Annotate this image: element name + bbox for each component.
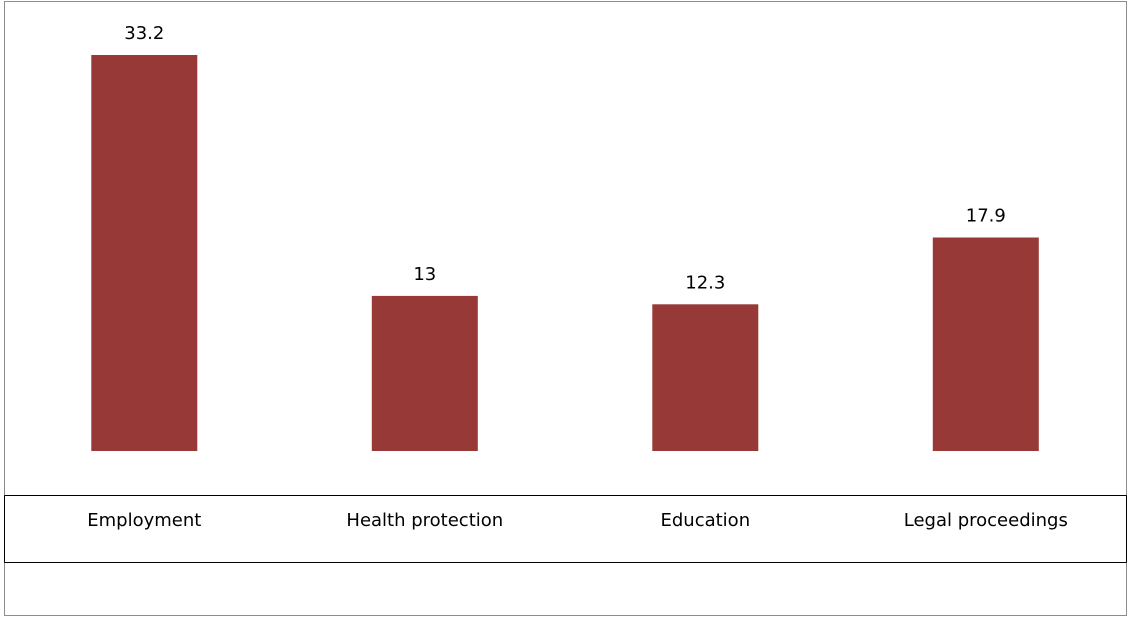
data-labels-layer: 33.2 13 12.3 17.9 — [124, 23, 1006, 293]
category-label-health-protection: Health protection — [346, 510, 503, 531]
category-label-legal-proceedings: Legal proceedings — [904, 510, 1068, 531]
bar-education — [652, 304, 759, 451]
category-table — [4, 495, 1127, 563]
bars-layer — [91, 55, 1039, 451]
data-label-legal-proceedings: 17.9 — [966, 206, 1006, 227]
category-label-employment: Employment — [87, 510, 201, 531]
bar-health-protection — [371, 295, 478, 451]
bar-legal-proceedings — [932, 237, 1039, 451]
category-label-education: Education — [660, 510, 750, 531]
data-label-employment: 33.2 — [124, 23, 164, 44]
bar-employment — [91, 55, 198, 451]
data-label-health-protection: 13 — [413, 264, 436, 285]
tick-labels-layer: Employment Health protection Education Lega… — [87, 510, 1068, 531]
data-label-education: 12.3 — [685, 272, 725, 293]
